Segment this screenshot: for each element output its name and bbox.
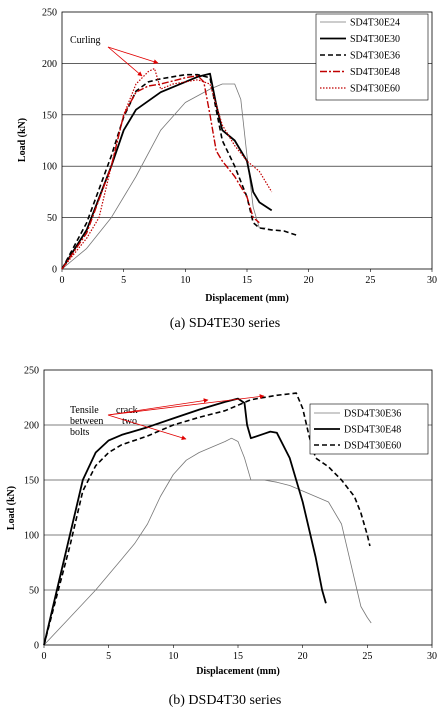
chart-b-annotation-bolts: bolts xyxy=(70,427,90,438)
x-tick-label: 5 xyxy=(106,651,111,662)
chart-b-caption: (b) DSD4T30 series xyxy=(169,693,282,708)
series-line-sd4t30e24 xyxy=(61,83,266,270)
chart-b-annotation-arrow xyxy=(107,398,209,416)
x-tick-label: 30 xyxy=(427,275,437,286)
legend-label: SD4T30E30 xyxy=(350,34,400,45)
y-tick-label: 0 xyxy=(52,265,57,276)
y-tick-label: 50 xyxy=(47,213,57,224)
y-tick-label: 150 xyxy=(24,476,39,487)
x-tick-label: 5 xyxy=(121,275,126,286)
chart-a-series xyxy=(61,67,297,270)
legend-label: SD4T30E24 xyxy=(350,18,400,29)
x-tick-label: 15 xyxy=(242,275,252,286)
series-line-dsd4t30e36 xyxy=(43,437,372,646)
legend-label: SD4T30E60 xyxy=(350,84,400,95)
legend-label: DSD4T30E36 xyxy=(344,409,401,420)
chart-b-legend: DSD4T30E36 DSD4T30E48 DSD4T30E60 xyxy=(309,403,429,455)
chart-b-xlabel: Displacement (mm) xyxy=(196,666,280,677)
chart-a-annotation-arrow xyxy=(107,46,159,64)
legend-label: DSD4T30E60 xyxy=(344,441,401,452)
x-tick-label: 20 xyxy=(298,651,308,662)
x-tick-label: 10 xyxy=(180,275,190,286)
chart-b: 0 50 100 150 200 250 0 5 10 15 20 25 30 Displacement… xyxy=(6,366,437,709)
chart-a-xlabel: Displacement (mm) xyxy=(205,293,289,304)
y-tick-label: 250 xyxy=(24,366,39,377)
series-line-dsd4t30e48 xyxy=(43,397,327,646)
series-line-sd4t30e36 xyxy=(61,73,297,270)
chart-b-series xyxy=(43,392,372,646)
chart-a-legend: SD4T30E24 SD4T30E30 SD4T30E36 SD4T30E48 SD4T… xyxy=(315,13,429,101)
y-tick-label: 0 xyxy=(34,641,39,652)
chart-b-annotation-crack: crack xyxy=(116,405,138,416)
chart-a-annotation-arrow xyxy=(107,46,143,77)
x-tick-label: 10 xyxy=(168,651,178,662)
y-tick-label: 100 xyxy=(24,531,39,542)
y-tick-label: 150 xyxy=(42,110,57,121)
legend-label: SD4T30E48 xyxy=(350,67,400,78)
x-tick-label: 0 xyxy=(42,651,47,662)
x-tick-label: 15 xyxy=(233,651,243,662)
chart-b-annotation-arrow xyxy=(107,394,265,416)
chart-b-annotation-between: between xyxy=(70,416,103,427)
y-tick-label: 50 xyxy=(29,586,39,597)
x-tick-label: 25 xyxy=(365,275,375,286)
chart-b-annotation-arrow xyxy=(107,414,187,441)
legend-label: SD4T30E36 xyxy=(350,51,400,62)
series-line-sd4t30e60 xyxy=(61,67,273,270)
chart-a: 0 50 100 150 200 250 0 5 10 15 20 25 30 Displacement… xyxy=(17,8,437,332)
chart-a-caption: (a) SD4TE30 series xyxy=(170,316,280,331)
x-tick-label: 0 xyxy=(60,275,65,286)
chart-a-legend-box xyxy=(315,13,429,101)
y-tick-label: 200 xyxy=(42,59,57,70)
chart-a-annotation-curling: Curling xyxy=(70,35,101,46)
y-tick-label: 250 xyxy=(42,8,57,19)
chart-b-annotation-tensile: Tensile xyxy=(70,405,99,416)
chart-a-ticks: 0 50 100 150 200 250 0 5 10 15 20 25 30 xyxy=(42,8,437,287)
chart-b-ylabel: Load (kN) xyxy=(6,486,17,530)
chart-b-ticks: 0 50 100 150 200 250 0 5 10 15 20 25 30 xyxy=(24,366,437,663)
y-tick-label: 100 xyxy=(42,162,57,173)
legend-label: DSD4T30E48 xyxy=(344,425,401,436)
x-tick-label: 20 xyxy=(304,275,314,286)
x-tick-label: 25 xyxy=(362,651,372,662)
chart-a-ylabel: Load (kN) xyxy=(17,118,28,162)
series-line-sd4t30e48 xyxy=(61,75,260,270)
x-tick-label: 30 xyxy=(427,651,437,662)
series-line-sd4t30e30 xyxy=(61,72,273,270)
y-tick-label: 200 xyxy=(24,421,39,432)
